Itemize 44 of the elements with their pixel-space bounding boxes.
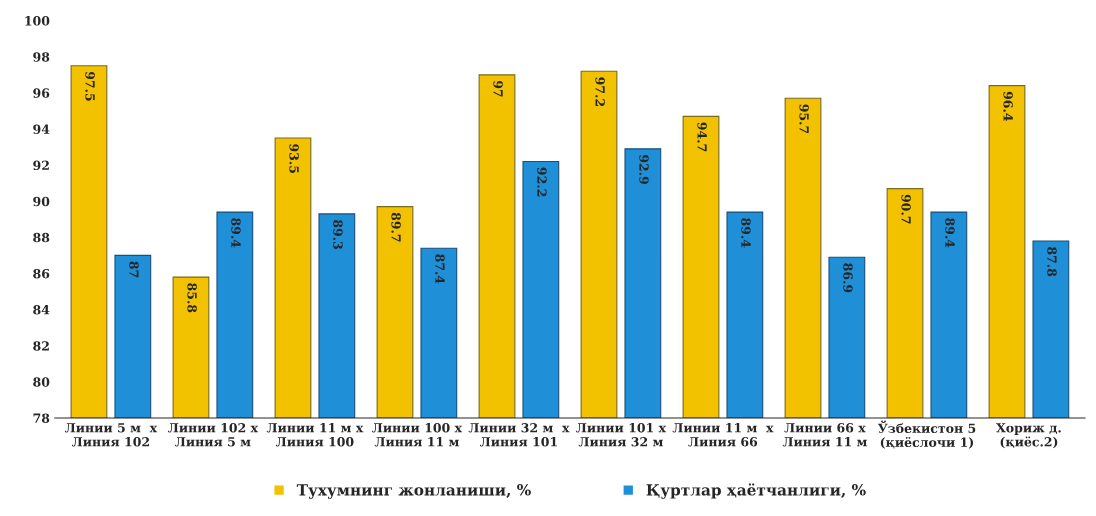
data-label: 87.8 xyxy=(1047,247,1057,277)
data-label: 97 xyxy=(493,80,503,97)
data-label: 89.7 xyxy=(391,212,401,242)
x-tick-label: Линии 11 м х Линия 100 xyxy=(266,423,364,447)
data-label: 89.4 xyxy=(945,218,955,248)
y-tick-label: 100 xyxy=(25,16,50,26)
data-label: 87.4 xyxy=(435,254,445,284)
legend-label: Қуртлар ҳаётчанлиги, % xyxy=(646,483,866,499)
x-tick-label: Линии 5 м х Линия 102 xyxy=(64,423,158,447)
x-tick-label: Ўзбекистон 5 (қиёслочи 1) xyxy=(877,420,976,449)
y-tick-label: 78 xyxy=(33,413,50,423)
data-label: 85.8 xyxy=(187,283,197,313)
data-label: 92.2 xyxy=(537,167,547,197)
x-tick-label: Хориж д. (қиёс.2) xyxy=(996,423,1061,449)
data-label: 97.5 xyxy=(85,71,95,101)
y-tick-label: 92 xyxy=(33,160,49,171)
data-label: 92.9 xyxy=(639,154,649,184)
y-tick-label: 88 xyxy=(33,232,50,243)
data-label: 90.7 xyxy=(901,194,911,224)
x-tick-label: Линии 100 х Линия 11 м xyxy=(372,423,463,447)
x-tick-label: Линии 101 х Линия 32 м xyxy=(576,423,667,447)
y-tick-label: 82 xyxy=(33,341,49,351)
y-tick-label: 84 xyxy=(33,305,50,315)
data-label: 93.5 xyxy=(289,144,299,173)
y-tick-label: 86 xyxy=(33,268,50,279)
data-label: 95.7 xyxy=(799,104,809,134)
x-tick-label: Линии 11 м х Линия 66 xyxy=(672,423,774,447)
y-tick-label: 96 xyxy=(33,88,50,98)
x-tick-label: Линии 66 х Линия 11 м xyxy=(782,423,867,447)
y-tick-label: 90 xyxy=(33,196,50,207)
data-label: 89.4 xyxy=(741,218,751,248)
y-tick-label: 80 xyxy=(33,377,50,387)
data-label: 89.4 xyxy=(231,218,241,248)
data-label: 86.9 xyxy=(843,263,853,293)
data-label: 97.2 xyxy=(595,77,605,106)
y-tick-label: 94 xyxy=(33,124,50,134)
legend-label: Тухумнинг жонланиши, % xyxy=(296,484,531,499)
data-label: 96.4 xyxy=(1003,91,1013,122)
x-tick-label: Линии 102 х Линия 5 м xyxy=(168,423,259,447)
data-label: 89.3 xyxy=(333,219,343,249)
data-label: 94.7 xyxy=(697,122,707,152)
x-tick-label: Линии 32 м х Линия 101 xyxy=(468,423,570,447)
data-label: 87 xyxy=(129,261,139,278)
y-tick-label: 98 xyxy=(33,52,50,62)
